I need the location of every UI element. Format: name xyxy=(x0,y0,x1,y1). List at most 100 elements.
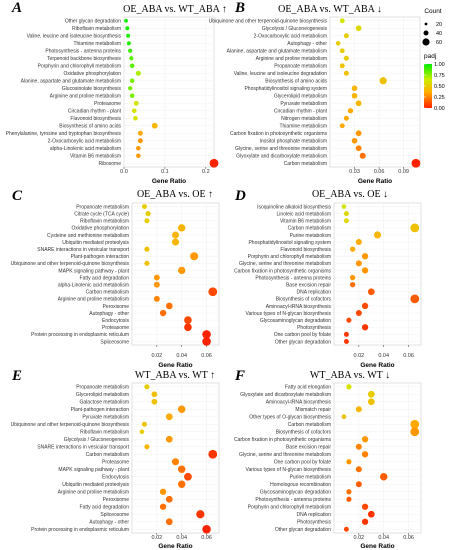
data-point xyxy=(351,85,358,92)
category-label: DNA replication xyxy=(297,290,332,296)
tick-label: 0.02 xyxy=(151,535,162,541)
data-point xyxy=(165,435,173,443)
data-point xyxy=(165,518,173,526)
category-label: Purine metabolism xyxy=(290,233,331,239)
category-label: Other types of O-glycan biosynthesis xyxy=(249,415,331,421)
tick-label: 0.03 xyxy=(349,169,360,175)
category-label: Alanine, aspartate and glutamate metabol… xyxy=(227,49,327,55)
data-point xyxy=(339,48,345,54)
data-point xyxy=(346,459,352,465)
panel-title: OE_ABA vs. OE ↓ xyxy=(312,189,388,200)
legend-count-title: Count xyxy=(424,8,442,15)
category-label: Oxidative phosphorylation xyxy=(71,226,129,232)
category-label: Ubiquitin mediated proteolysis xyxy=(62,240,129,246)
data-point xyxy=(349,281,356,288)
category-label: One carbon pool by folate xyxy=(274,460,331,466)
category-label: SNARE interactions in vesicular transpor… xyxy=(37,445,129,451)
category-label: Circadian rhythm - plant xyxy=(68,109,122,115)
category-label: Carbon metabolism xyxy=(86,452,129,458)
data-point xyxy=(355,130,362,137)
axis-title: Gene Ratio xyxy=(360,362,394,369)
category-label: Vitamin B6 metabolism xyxy=(280,219,331,225)
data-point xyxy=(144,246,150,252)
category-label: Proteasome xyxy=(94,101,121,107)
tick-label: 0.06 xyxy=(201,353,212,359)
category-label: Photosynthesis xyxy=(297,325,331,331)
category-label: One carbon pool by folate xyxy=(274,332,331,338)
panel-c: C OE_ABA vs. OE ↑ Propanoate metabolismCit… xyxy=(11,188,220,369)
data-point xyxy=(126,33,131,38)
plot-area xyxy=(333,202,422,346)
data-point xyxy=(355,25,362,32)
category-label: Glycosaminoglycan degradation xyxy=(260,318,331,324)
data-point xyxy=(361,267,369,274)
data-point xyxy=(343,338,349,344)
data-point xyxy=(131,108,137,114)
category-label: Peroxisome xyxy=(103,497,130,503)
data-point xyxy=(355,310,362,317)
category-label: DNA replication xyxy=(297,512,332,518)
data-point xyxy=(209,158,219,168)
data-point xyxy=(137,130,143,136)
data-point xyxy=(355,145,362,152)
panel-e: E WT_ABA vs. WT ↑Propanoate metabolismGly… xyxy=(11,368,220,550)
category-label: Endocytosis xyxy=(102,475,129,481)
category-label: Arginine and proline metabolism xyxy=(58,297,129,303)
category-label: Various types of N-glycan biosynthesis xyxy=(245,311,331,317)
data-point xyxy=(196,510,205,519)
panel-title: WT_ABA vs. WT ↑ xyxy=(135,370,215,381)
data-point xyxy=(136,145,141,151)
legend-padj-title: padj xyxy=(424,53,436,60)
plot-area xyxy=(333,382,422,534)
axis-title: Gene Ratio xyxy=(158,543,192,550)
legend-colorbar xyxy=(424,64,432,108)
tick-label: 0.06 xyxy=(201,535,212,541)
category-label: Fatty acid degradation xyxy=(80,505,130,511)
category-label: Glycosaminoglycan degradation xyxy=(260,490,331,496)
category-label: Glycerolipid metabolism xyxy=(274,94,327,100)
category-label: Other glycan degradation xyxy=(275,527,331,533)
category-label: Flavonoid biosynthesis xyxy=(280,247,331,253)
data-point xyxy=(361,324,369,331)
plot-area xyxy=(131,202,220,346)
tick-label: 0.06 xyxy=(374,169,385,175)
category-label: Porphyrin and chlorophyll metabolism xyxy=(248,254,331,260)
category-label: Ubiquinone and other terpenoid-quinone b… xyxy=(209,19,328,25)
data-point xyxy=(343,70,349,76)
data-point xyxy=(129,63,135,68)
data-point xyxy=(355,466,362,473)
tick-label: 0.04 xyxy=(176,353,187,359)
axis-title: Gene Ratio xyxy=(152,178,186,185)
tick-label: 0.09 xyxy=(398,169,409,175)
data-point xyxy=(339,18,345,24)
data-point xyxy=(335,41,341,46)
category-label: Autophagy - other xyxy=(89,311,129,317)
data-point xyxy=(159,488,167,495)
data-point xyxy=(367,510,375,518)
category-label: Base excision repair xyxy=(286,282,331,288)
category-label: Other glycan degradation xyxy=(275,339,331,345)
category-label: Ribosome xyxy=(98,161,121,167)
data-point xyxy=(141,421,147,427)
legend-size-dot xyxy=(422,38,430,46)
panel-label: D xyxy=(234,188,246,204)
category-label: Various types of N-glycan biosynthesis xyxy=(245,467,331,473)
category-label: Propanoate metabolism xyxy=(76,385,129,391)
category-label: Glycerolipid metabolism xyxy=(76,392,129,398)
data-point xyxy=(410,223,420,233)
data-point xyxy=(379,473,388,481)
data-point xyxy=(159,309,167,317)
data-point xyxy=(346,317,352,323)
category-label: Mismatch repair xyxy=(295,407,331,413)
data-point xyxy=(153,295,160,302)
tick-label: 0.02 xyxy=(151,353,162,359)
data-point xyxy=(184,316,192,324)
category-label: Carbon fixation in photosynthetic organi… xyxy=(234,437,331,443)
data-point xyxy=(361,503,369,510)
data-point xyxy=(171,458,180,466)
data-point xyxy=(128,86,133,91)
category-label: Valine, leucine and isoleucine degradati… xyxy=(234,71,328,77)
category-label: Carbon metabolism xyxy=(288,226,331,232)
data-point xyxy=(410,294,420,304)
category-label: Autophagy - other xyxy=(287,41,327,47)
